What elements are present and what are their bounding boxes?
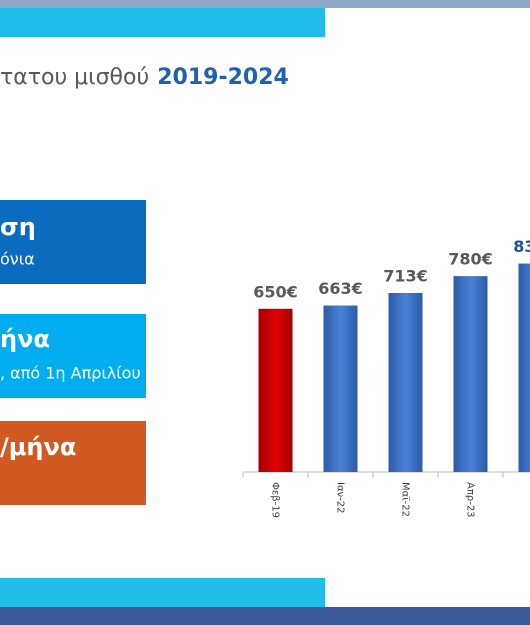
bottom-band: [0, 578, 325, 607]
top-band: [0, 8, 325, 37]
box-heading: ση: [0, 213, 36, 241]
data-label: 663€: [318, 279, 363, 298]
data-label: 830€: [513, 237, 530, 256]
box-text: όνια: [0, 250, 35, 269]
title-years: 2019-2024: [157, 65, 289, 90]
x-tick-label: Απρ-23: [465, 482, 476, 518]
bar: [258, 308, 293, 472]
data-label: 780€: [448, 250, 493, 269]
top-border: [0, 0, 530, 8]
x-tick-label: Μαϊ-22: [400, 482, 411, 517]
box-text: , από 1η Απριλίου: [0, 364, 141, 383]
box-heading: ήνα: [0, 325, 50, 353]
bar: [453, 276, 488, 472]
x-tick-label: Φεβ-19: [270, 482, 281, 518]
info-box: [0, 421, 146, 505]
chart: 650€ Φεβ-19 663€ Ιαν-22 713€ Μαϊ-22 780€ Απρ-23…: [242, 237, 530, 518]
title-lead: τατου μισθού: [0, 65, 149, 90]
info-box: [0, 200, 146, 284]
bar: [323, 305, 358, 472]
x-tick-label: Ιαν-22: [335, 482, 346, 513]
info-box: [0, 314, 146, 398]
bar: [518, 263, 530, 472]
data-label: 713€: [383, 266, 428, 285]
data-label: 650€: [253, 282, 298, 301]
bar: [388, 292, 423, 472]
box-heading: /μήνα: [0, 433, 76, 461]
bottom-border: [0, 607, 530, 625]
slide-title: τατου μισθού 2019-2024: [0, 65, 289, 90]
